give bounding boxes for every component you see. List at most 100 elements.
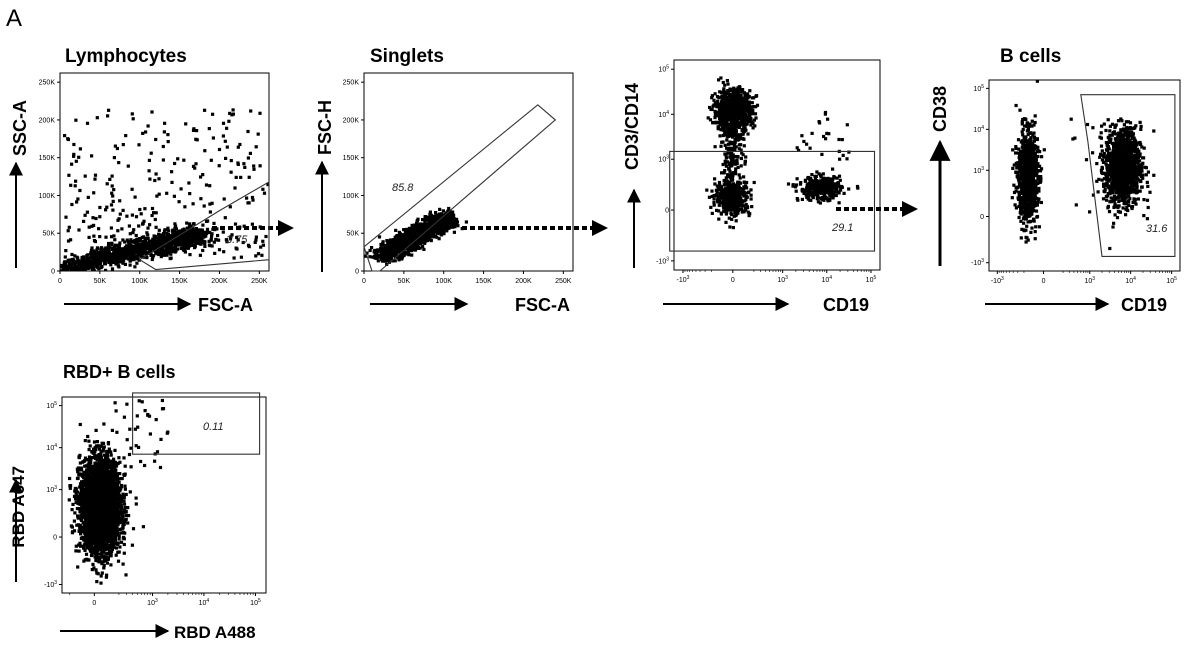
event-dot: [721, 204, 725, 208]
event-dot: [162, 229, 167, 233]
event-dot: [735, 209, 739, 213]
event-dot: [139, 249, 143, 253]
event-dot: [111, 208, 115, 212]
event-dot: [422, 235, 426, 240]
event-dot: [416, 231, 420, 235]
event-dot: [710, 194, 714, 199]
x-tick-label: 200K: [515, 278, 532, 285]
event-dot: [1011, 148, 1015, 152]
event-dot: [172, 236, 176, 240]
event-dot: [174, 227, 178, 231]
event-dot: [713, 177, 717, 181]
panel-title: B cells: [1000, 46, 1061, 67]
event-dot: [69, 266, 73, 270]
event-dot: [149, 151, 153, 155]
event-dot: [97, 227, 101, 231]
event-dot: [415, 244, 419, 249]
event-dot: [725, 182, 729, 187]
event-dot: [730, 189, 734, 193]
event-dot: [1017, 151, 1021, 155]
event-dot: [441, 223, 445, 227]
event-dot: [173, 250, 177, 254]
event-dot: [196, 240, 200, 244]
gate-outline[interactable]: [669, 150, 876, 252]
y-tick-label: 0: [355, 269, 359, 276]
event-dot: [154, 137, 158, 142]
event-dot: [74, 159, 78, 163]
event-dot: [803, 191, 807, 195]
event-dot: [708, 118, 713, 122]
event-dot: [732, 162, 736, 166]
event-dot: [729, 124, 733, 128]
y-tick-label: 100K: [343, 193, 360, 200]
event-dot: [155, 245, 159, 249]
event-dot: [144, 239, 148, 243]
event-dot: [419, 233, 423, 237]
event-dots: [1010, 80, 1156, 251]
event-dot: [1024, 139, 1028, 144]
event-dot: [443, 217, 447, 221]
event-dot: [724, 156, 728, 160]
event-dot: [417, 226, 421, 230]
event-dot: [133, 238, 137, 242]
event-dot: [446, 209, 450, 213]
event-dot: [724, 199, 728, 203]
event-dot: [717, 209, 721, 213]
event-dot: [400, 254, 404, 258]
event-dot: [141, 222, 145, 226]
event-dot: [724, 161, 728, 165]
event-dot: [408, 247, 412, 251]
event-dot: [717, 203, 721, 207]
event-dot: [217, 164, 221, 168]
event-dot: [711, 121, 715, 125]
event-dot: [735, 161, 739, 166]
event-dot: [94, 216, 98, 221]
event-dot: [62, 274, 65, 277]
event-dot: [719, 193, 723, 197]
event-dot: [402, 239, 406, 243]
event-dot: [415, 220, 419, 224]
event-dot: [414, 247, 418, 251]
event-dot: [153, 178, 157, 183]
event-dot: [725, 179, 729, 183]
event-dot: [805, 195, 809, 199]
event-dot: [193, 237, 198, 241]
event-dot: [745, 204, 749, 208]
event-dot: [115, 146, 119, 151]
event-dot: [847, 187, 851, 191]
event-dot: [449, 225, 453, 229]
event-dot: [745, 108, 749, 112]
gate-outline[interactable]: [138, 180, 270, 271]
plot-frame: [363, 72, 574, 272]
event-dot: [818, 196, 822, 200]
event-dot: [91, 249, 95, 253]
event-dot: [204, 219, 209, 223]
event-dot: [139, 243, 143, 247]
event-dot: [730, 122, 734, 126]
event-dot: [749, 193, 753, 197]
event-dot: [144, 237, 148, 241]
event-dot: [824, 137, 828, 141]
event-dot: [203, 240, 207, 244]
event-dot: [393, 238, 397, 242]
event-dot: [450, 222, 454, 226]
event-dot: [840, 185, 844, 189]
event-dot: [741, 204, 745, 208]
event-dot: [723, 95, 727, 99]
event-dot: [856, 186, 860, 190]
event-dot: [133, 247, 137, 252]
event-dot: [739, 164, 743, 168]
event-dot: [138, 207, 142, 212]
event-dot: [742, 116, 746, 120]
gate-outline[interactable]: [363, 104, 557, 272]
event-dot: [135, 261, 139, 265]
event-dot: [134, 215, 139, 219]
event-dot: [80, 261, 84, 265]
event-dot: [813, 183, 817, 187]
event-dot: [184, 240, 188, 245]
event-dot: [406, 249, 410, 253]
event-dot: [98, 235, 102, 239]
event-dot: [229, 159, 233, 163]
event-dot: [405, 236, 409, 240]
event-dot: [161, 236, 165, 240]
